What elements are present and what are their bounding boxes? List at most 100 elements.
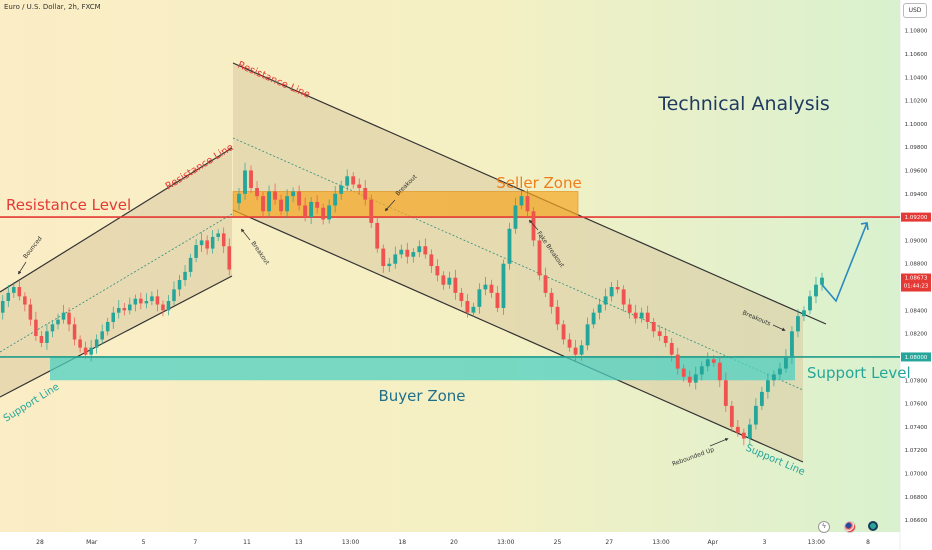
price-tick-label: 1.09600 xyxy=(905,168,928,174)
resistance-price-tag: 1.09200 xyxy=(901,212,931,222)
candle-body xyxy=(513,205,518,229)
ascending-channel-fill xyxy=(0,148,232,397)
last-price-tag: 1.08673 01:44:23 xyxy=(901,273,931,292)
status-indicator-icon xyxy=(868,521,878,531)
candle-body xyxy=(729,405,734,427)
candle-body xyxy=(717,362,722,381)
candle-body xyxy=(333,193,338,206)
candle-body xyxy=(802,310,806,317)
ascending-resistance-line xyxy=(0,147,233,293)
candle-body xyxy=(279,199,283,212)
candle-body xyxy=(39,335,44,343)
breakout-arrow-1 xyxy=(240,228,251,241)
candle-body xyxy=(255,187,259,197)
price-tick-label: 1.10600 xyxy=(905,52,928,58)
currency-button[interactable]: USD xyxy=(903,3,927,18)
candle-body xyxy=(227,246,232,270)
candle-body xyxy=(778,368,782,375)
candle-body xyxy=(645,312,650,322)
candle-body xyxy=(249,170,253,188)
candle-body xyxy=(537,240,542,276)
time-axis[interactable]: 28 Mar 5 7 11 13 13:00 18 20 13:00 25 27 13:00 Apr 3 13… xyxy=(36,539,870,546)
time-tick-label: 27 xyxy=(605,539,613,546)
breakouts-arrow xyxy=(772,324,786,331)
candle-body xyxy=(693,374,698,383)
candle-body xyxy=(765,380,770,392)
buyer-zone-box xyxy=(50,356,795,381)
time-tick-label: 13 xyxy=(295,539,303,546)
price-tick-label: 1.10400 xyxy=(905,75,928,81)
candle-body xyxy=(72,324,77,340)
candle-body xyxy=(17,287,22,297)
candle-body xyxy=(285,196,290,212)
candle-body xyxy=(199,240,204,246)
candle-body xyxy=(261,196,265,212)
candle-body xyxy=(483,284,488,290)
candle-body xyxy=(681,368,686,377)
candle-body xyxy=(144,301,149,304)
candle-body xyxy=(423,246,428,255)
resistance-price-tag-text: 1.09200 xyxy=(905,215,928,221)
price-tick-label: 1.10000 xyxy=(905,122,928,128)
price-tick-label: 1.09000 xyxy=(905,238,928,244)
candle-body xyxy=(735,426,740,433)
time-axis-background xyxy=(0,532,932,550)
price-tick-label: 1.10200 xyxy=(905,99,928,105)
candle-body xyxy=(375,222,380,249)
candle-body xyxy=(237,193,241,204)
projection-path xyxy=(821,222,868,303)
candle-body xyxy=(573,347,578,355)
candle-body xyxy=(194,245,198,258)
candle-body xyxy=(133,298,138,305)
time-tick-label: 13:00 xyxy=(497,539,514,546)
candle-body xyxy=(128,304,132,311)
candle-body xyxy=(567,339,572,348)
candle-body xyxy=(627,304,632,313)
candle-body xyxy=(116,308,121,313)
candle-body xyxy=(399,249,404,255)
candle-body xyxy=(267,191,271,212)
candle-body xyxy=(621,289,626,305)
time-tick-label: 7 xyxy=(193,539,197,546)
candle-body xyxy=(579,345,584,355)
candle-body xyxy=(100,331,104,340)
candle-body xyxy=(603,296,608,305)
time-tick-label: 18 xyxy=(398,539,406,546)
candle-body xyxy=(363,187,368,200)
candle-body xyxy=(441,275,446,285)
candle-body xyxy=(651,321,656,332)
candle-body xyxy=(411,252,416,257)
candle-body xyxy=(808,296,812,311)
price-tick-label: 1.06600 xyxy=(905,518,928,524)
time-tick-label: 5 xyxy=(142,539,146,546)
candle-body xyxy=(543,275,548,293)
candle-body xyxy=(495,292,500,309)
candle-body xyxy=(34,319,38,336)
candle-body xyxy=(105,321,110,332)
lightning-icon[interactable]: ϟ xyxy=(818,521,830,533)
buyer-zone-label: Buyer Zone xyxy=(378,387,465,405)
price-tick-label: 1.08200 xyxy=(905,332,928,338)
fake-breakout-arrow xyxy=(528,219,539,231)
time-tick-label: 8 xyxy=(866,539,870,546)
time-tick-label: Mar xyxy=(86,539,98,546)
rebounded-up-arrow xyxy=(709,438,729,447)
candle-body xyxy=(387,263,392,267)
time-tick-label: 11 xyxy=(243,539,251,546)
price-tick-label: 1.07200 xyxy=(905,448,928,454)
price-tick-label: 1.08400 xyxy=(905,308,928,314)
candle-body xyxy=(327,205,332,220)
time-tick-label: 25 xyxy=(554,539,562,546)
candle-body xyxy=(471,306,476,313)
candle-body xyxy=(78,339,82,348)
candle-body xyxy=(183,271,187,281)
candle-body xyxy=(161,304,165,311)
candle-body xyxy=(139,298,143,304)
time-tick-label: 28 xyxy=(36,539,44,546)
candle-body xyxy=(339,185,344,194)
price-tick-label: 1.09400 xyxy=(905,192,928,198)
candle-body xyxy=(351,176,356,185)
candle-body xyxy=(489,284,494,293)
candle-body xyxy=(155,296,160,305)
